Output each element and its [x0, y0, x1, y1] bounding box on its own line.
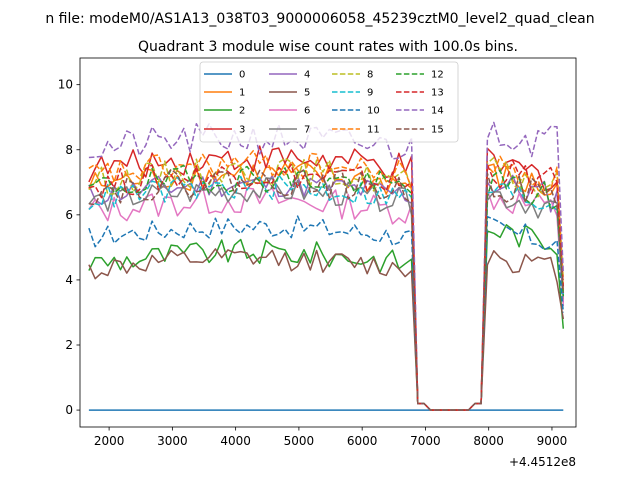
y-tick-label: 4: [65, 273, 73, 287]
axes-frame: [79, 57, 577, 428]
y-tick-label: 6: [65, 208, 73, 222]
legend-label-3: 3: [239, 125, 245, 136]
x-tick-label: 2000: [94, 434, 125, 448]
series-layer: [88, 121, 565, 411]
chart-title: Quadrant 3 module wise count rates with …: [138, 39, 518, 55]
legend-label-15: 15: [431, 125, 444, 136]
legend-label-10: 10: [367, 106, 380, 117]
legend-label-6: 6: [304, 106, 310, 117]
series-line-13: [88, 159, 565, 411]
plot-area: [88, 121, 565, 411]
x-offset-label: +4.4512e8: [509, 455, 576, 469]
legend-label-4: 4: [304, 70, 310, 81]
figure-suptitle: n file: modeM0/AS1A13_038T03_9000006058_…: [45, 11, 594, 27]
y-axis: 0 2 4 6 8 10: [58, 78, 80, 417]
legend-label-2: 2: [239, 106, 245, 117]
x-tick-label: 7000: [410, 434, 441, 448]
legend-frame: [199, 61, 459, 143]
legend-label-8: 8: [367, 70, 373, 81]
x-tick-label: 5000: [284, 434, 315, 448]
x-tick-label: 4000: [220, 434, 251, 448]
y-tick-label: 10: [58, 78, 73, 92]
x-tick-label: 6000: [347, 434, 378, 448]
x-axis: 2000 3000 4000 5000 6000 7000 8000 9000: [94, 427, 567, 448]
legend-label-7: 7: [304, 125, 310, 136]
legend-label-1: 1: [239, 88, 245, 99]
legend-label-9: 9: [367, 88, 373, 99]
y-tick-label: 2: [65, 338, 73, 352]
y-tick-label: 0: [65, 403, 73, 417]
legend-label-12: 12: [431, 70, 444, 81]
legend-label-5: 5: [304, 88, 310, 99]
legend-label-14: 14: [431, 106, 444, 117]
x-tick-label: 8000: [473, 434, 504, 448]
legend-label-0: 0: [239, 70, 245, 81]
legend-label-11: 11: [367, 125, 380, 136]
series-line-5: [88, 248, 565, 411]
series-line-15: [88, 168, 565, 411]
y-tick-label: 8: [65, 143, 73, 157]
x-tick-label: 3000: [157, 434, 188, 448]
x-tick-label: 9000: [537, 434, 568, 448]
legend-label-13: 13: [431, 88, 444, 99]
